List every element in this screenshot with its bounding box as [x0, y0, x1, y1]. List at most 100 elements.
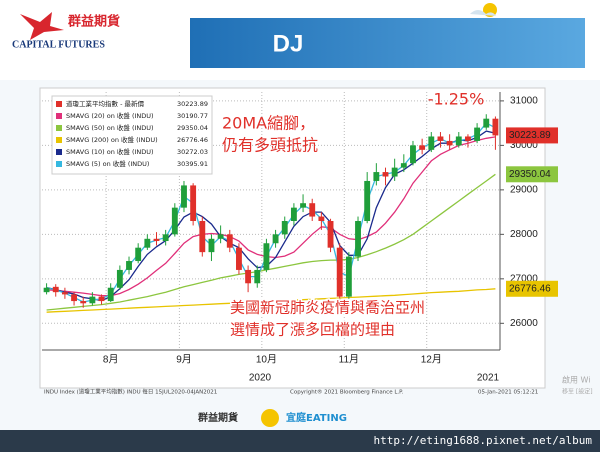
candle-body [226, 234, 233, 248]
footer-brand: 群益期貨 [198, 411, 238, 424]
candle-body [144, 238, 151, 248]
price-box [506, 127, 558, 144]
legend-label: 道瓊工業平均指數 - 最新價 [66, 99, 144, 108]
legend-swatch [56, 161, 62, 167]
annotation: 20MA縮腳， [222, 114, 315, 133]
x-tick-label: 12月 [421, 354, 442, 366]
candle-body [126, 261, 132, 270]
legend-value: 30395.91 [177, 160, 208, 168]
footer: 群益期貨 宜庭EATING http://eting1688.pixnet.ne… [0, 409, 600, 452]
candle-body [107, 287, 114, 302]
legend-swatch [56, 125, 62, 131]
candle-body [89, 296, 96, 304]
year-label: 2020 [249, 373, 272, 384]
logo-sub: CAPITAL FUTURES [12, 39, 105, 50]
x-tick-label: 11月 [339, 354, 359, 366]
candle-body [400, 163, 407, 168]
watermark-text: 啟用 Wi [562, 375, 591, 385]
candle-body [43, 287, 50, 293]
legend-label: SMAVG (10) on 收盤 (INDU) [66, 147, 154, 156]
legend-value: 26776.46 [177, 136, 208, 144]
candle-body [217, 234, 224, 239]
candle-body [61, 292, 68, 295]
candle-body [364, 180, 371, 221]
legend-swatch [56, 101, 62, 107]
candle-body [465, 136, 471, 141]
candle-body [236, 247, 242, 270]
annotation: 選情成了漲多回檔的理由 [230, 321, 395, 339]
candle-body [290, 207, 297, 221]
candle-body [355, 221, 361, 257]
source-text: INDU Index (道瓊工業平均指數) INDU 每日 15JUL2020-… [44, 388, 217, 396]
legend-label: SMAVG (5) on 收盤 (INDU) [66, 159, 149, 168]
price-box [506, 280, 558, 297]
candle-body [309, 203, 316, 217]
candle-body [135, 247, 142, 262]
y-tick-label: 26000 [510, 318, 538, 329]
candle-body [446, 140, 453, 146]
ma-line [46, 136, 496, 297]
candle-body [419, 145, 426, 150]
annotations: -1.25% 20MA縮腳， 仍有多頭抵抗 美國新冠肺炎疫情與喬治亞州 選情成了… [222, 90, 485, 341]
source-text: Copyright® 2021 Bloomberg Finance L.P. [290, 389, 404, 396]
legend-value: 30272.03 [177, 148, 208, 156]
logo-name: 群益期貨 [68, 14, 120, 30]
candle-body [373, 172, 380, 181]
legend-label: SMAVG (200) on 收盤 (INDU) [66, 135, 158, 144]
annotation: -1.25% [428, 90, 485, 109]
watermark-text: 移至 [設定] [562, 388, 593, 396]
y-tick-label: 30000 [510, 140, 538, 151]
ma-line [46, 288, 496, 313]
candle-body [52, 286, 59, 293]
candle-body [181, 185, 187, 208]
source-text: 05-Jan-2021 05:12:21 [478, 390, 538, 396]
ma-line [46, 173, 496, 311]
candle-body [71, 294, 77, 302]
sun-icon [470, 3, 497, 17]
candle-body [208, 238, 215, 253]
candle-body [455, 136, 462, 146]
legend-value: 30190.77 [177, 112, 208, 120]
candle-body [318, 216, 325, 221]
candle-body [474, 127, 481, 141]
candle-body [272, 234, 279, 244]
legend-swatch [56, 137, 62, 143]
source-line: INDU Index (道瓊工業平均指數) INDU 每日 15JUL2020-… [44, 388, 538, 396]
candle-body [80, 301, 87, 304]
y-tick-label: 28000 [510, 229, 538, 240]
price-label: 29350.04 [509, 169, 551, 180]
price-label: 26776.46 [509, 283, 551, 294]
logo: 群益期貨 CAPITAL FUTURES [12, 12, 120, 50]
candle-body [245, 269, 252, 284]
candle-body [190, 185, 197, 221]
candle-body [410, 145, 416, 164]
candle-body [300, 203, 306, 208]
legend-swatch [56, 149, 62, 155]
candle-body [327, 221, 334, 248]
candle-body [153, 238, 160, 242]
footer-host: 宜庭EATING [286, 411, 347, 424]
price-label: 30223.89 [509, 130, 551, 141]
candle-body [382, 172, 389, 177]
x-tick-label: 8月 [103, 354, 119, 366]
candle-body [483, 118, 490, 128]
price-box [506, 166, 558, 183]
year-label: 2021 [477, 373, 500, 384]
legend-swatch [56, 113, 62, 119]
candle-body [98, 296, 105, 302]
legend-box [51, 95, 213, 175]
watermark: 啟用 Wi 移至 [設定] [562, 375, 593, 396]
candle-body [281, 221, 288, 235]
slide-title: DJ [273, 30, 304, 57]
candle-body [199, 221, 206, 253]
candle-body [263, 243, 270, 270]
legend-value: 30223.89 [177, 100, 208, 108]
candle-body [254, 269, 261, 284]
legend-label: SMAVG (50) on 收盤 (INDU) [66, 123, 154, 132]
candle-body [428, 136, 435, 150]
footer-url: http://eting1688.pixnet.net/album [373, 434, 592, 447]
legend-label: SMAVG (20) on 收盤 (INDU) [66, 111, 154, 120]
y-tick-label: 31000 [510, 96, 538, 107]
chart: 26000 27000 28000 29000 30000 31000 8月 9月 10月 11月… [42, 92, 558, 384]
